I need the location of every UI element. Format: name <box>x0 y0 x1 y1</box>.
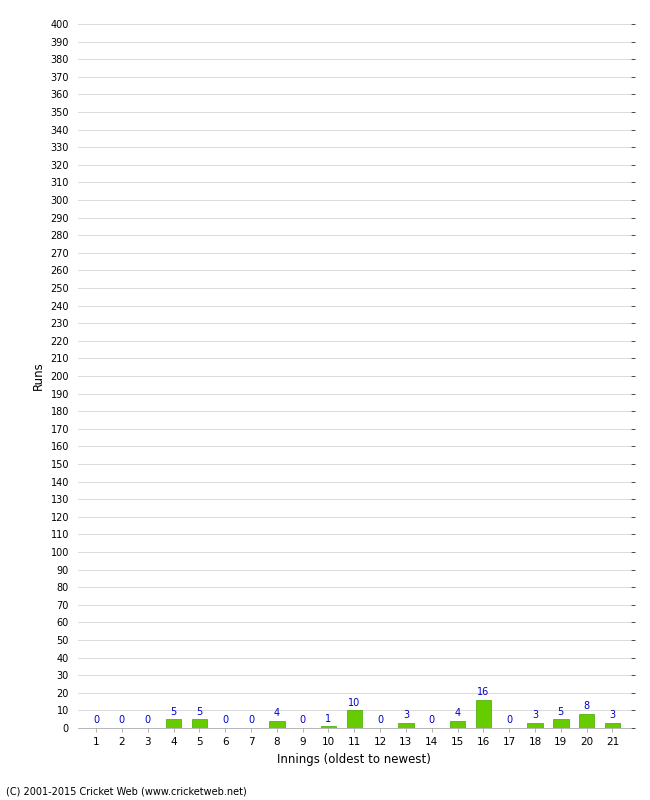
Bar <box>398 722 413 728</box>
Bar <box>166 719 181 728</box>
Text: 0: 0 <box>145 715 151 726</box>
Text: 1: 1 <box>326 714 332 724</box>
Bar <box>346 710 362 728</box>
Text: 0: 0 <box>300 715 306 726</box>
X-axis label: Innings (oldest to newest): Innings (oldest to newest) <box>278 753 431 766</box>
Text: 0: 0 <box>428 715 435 726</box>
Bar <box>579 714 594 728</box>
Text: 8: 8 <box>584 702 590 711</box>
Text: 10: 10 <box>348 698 360 708</box>
Text: 0: 0 <box>506 715 512 726</box>
Bar <box>269 721 285 728</box>
Text: 4: 4 <box>274 708 280 718</box>
Text: 5: 5 <box>558 706 564 717</box>
Bar <box>553 719 569 728</box>
Text: 3: 3 <box>532 710 538 720</box>
Bar <box>527 722 543 728</box>
Text: 16: 16 <box>477 687 489 698</box>
Bar <box>604 722 620 728</box>
Bar <box>192 719 207 728</box>
Text: 0: 0 <box>222 715 228 726</box>
Text: 4: 4 <box>454 708 461 718</box>
Text: 3: 3 <box>609 710 616 720</box>
Text: 0: 0 <box>377 715 383 726</box>
Y-axis label: Runs: Runs <box>32 362 45 390</box>
Bar <box>320 726 336 728</box>
Text: 0: 0 <box>119 715 125 726</box>
Text: 5: 5 <box>196 706 202 717</box>
Text: 3: 3 <box>403 710 409 720</box>
Text: 0: 0 <box>93 715 99 726</box>
Text: (C) 2001-2015 Cricket Web (www.cricketweb.net): (C) 2001-2015 Cricket Web (www.cricketwe… <box>6 786 247 796</box>
Text: 0: 0 <box>248 715 254 726</box>
Text: 5: 5 <box>170 706 177 717</box>
Bar <box>450 721 465 728</box>
Bar <box>476 700 491 728</box>
